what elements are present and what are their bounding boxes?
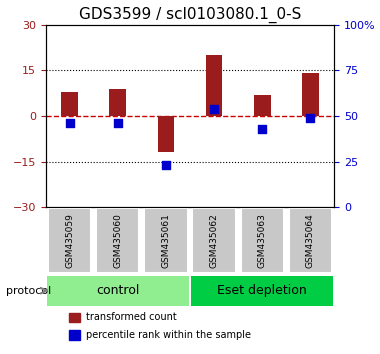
- Bar: [157, 116, 174, 153]
- FancyBboxPatch shape: [192, 209, 236, 273]
- Point: [163, 162, 169, 168]
- Text: GSM435061: GSM435061: [162, 213, 171, 268]
- FancyBboxPatch shape: [289, 209, 332, 273]
- Bar: [254, 95, 271, 116]
- Bar: [109, 88, 126, 116]
- Text: GSM435063: GSM435063: [258, 213, 267, 268]
- Text: transformed count: transformed count: [86, 312, 177, 322]
- Point: [307, 115, 314, 121]
- Text: control: control: [96, 284, 139, 297]
- FancyBboxPatch shape: [241, 209, 284, 273]
- Point: [66, 120, 73, 126]
- Bar: [206, 55, 222, 116]
- FancyBboxPatch shape: [96, 209, 139, 273]
- Bar: [302, 73, 319, 116]
- Text: protocol: protocol: [6, 286, 51, 296]
- Bar: [61, 92, 78, 116]
- Point: [211, 106, 217, 112]
- Bar: [69, 330, 80, 340]
- Point: [259, 126, 265, 132]
- Bar: [69, 313, 80, 322]
- FancyBboxPatch shape: [191, 276, 333, 306]
- FancyBboxPatch shape: [144, 209, 188, 273]
- Point: [115, 120, 121, 126]
- Text: percentile rank within the sample: percentile rank within the sample: [86, 330, 251, 340]
- Text: GSM435060: GSM435060: [113, 213, 122, 268]
- Text: Eset depletion: Eset depletion: [217, 284, 307, 297]
- Text: GDS3599 / scl0103080.1_0-S: GDS3599 / scl0103080.1_0-S: [79, 7, 301, 23]
- Text: GSM435064: GSM435064: [306, 213, 315, 268]
- FancyBboxPatch shape: [47, 276, 189, 306]
- Text: GSM435062: GSM435062: [209, 213, 218, 268]
- FancyBboxPatch shape: [48, 209, 91, 273]
- Text: GSM435059: GSM435059: [65, 213, 74, 268]
